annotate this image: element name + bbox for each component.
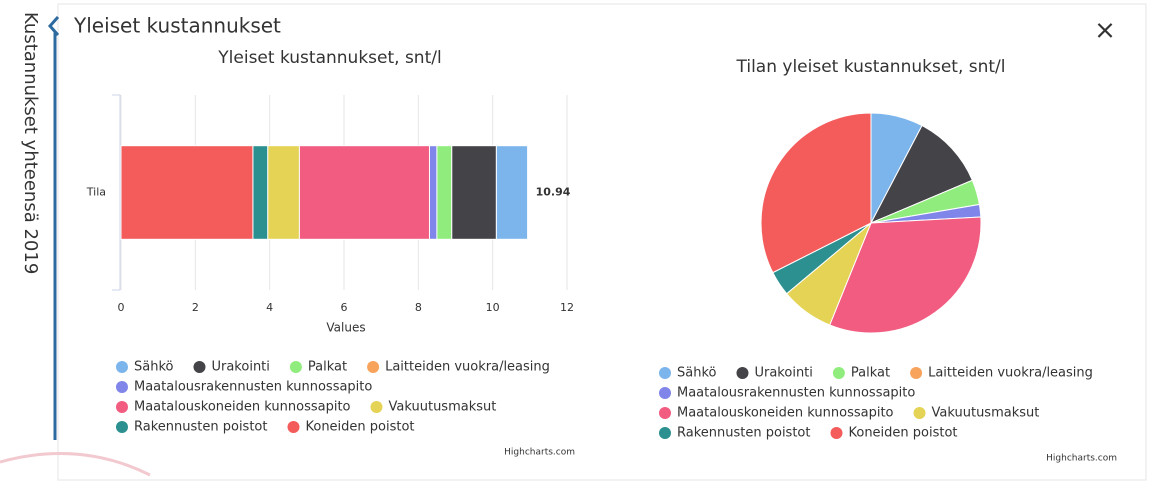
legend-symbol <box>116 361 128 373</box>
header-title: Yleiset kustannukset <box>73 14 281 38</box>
legend-symbol <box>913 407 926 419</box>
y-tick-label: Tila <box>86 186 106 199</box>
bar-segment <box>267 145 300 240</box>
legend-symbol <box>370 401 383 413</box>
x-tick-label: 12 <box>560 301 574 314</box>
legend-item[interactable]: Maatalousrakennusten kunnossapito <box>134 380 372 395</box>
category-axis <box>112 94 121 291</box>
legend-item[interactable]: Palkat <box>308 360 347 375</box>
collapse-icon[interactable] <box>47 16 60 36</box>
legend-item[interactable]: Rakennusten poistot <box>134 420 267 435</box>
close-button[interactable]: × <box>1094 16 1116 46</box>
x-tick-label: 4 <box>266 301 273 314</box>
bar-segment <box>495 145 529 240</box>
legend-symbol <box>287 421 300 433</box>
credit: Highcharts.com <box>1046 454 1117 464</box>
legend-item[interactable]: Vakuutusmaksut <box>389 400 497 415</box>
legend-symbol <box>910 367 923 379</box>
legend-symbol <box>367 361 380 373</box>
legend-symbol <box>830 427 843 439</box>
legend-item[interactable]: Koneiden poistot <box>848 426 957 441</box>
legend-item[interactable]: Sähkö <box>134 360 174 375</box>
legend-symbol <box>736 367 749 379</box>
bar-segment <box>451 145 497 240</box>
legend-symbol <box>289 361 302 373</box>
legend-symbol <box>193 361 206 373</box>
axis-label: Values <box>326 321 365 335</box>
legend-item[interactable]: Vakuutusmaksut <box>932 406 1040 421</box>
x-tick-label: 0 <box>118 301 125 314</box>
pie-slice <box>760 112 872 274</box>
sidebar-label[interactable]: Kustannukset yhteensä 2019 <box>20 12 41 274</box>
legend-symbol <box>659 387 671 399</box>
chart-title: Yleiset kustannukset, snt/l <box>217 48 441 68</box>
pie-slice <box>869 124 974 225</box>
legend-symbol <box>659 407 671 419</box>
legend-symbol <box>659 427 671 439</box>
pie-slice <box>829 216 982 334</box>
credit: Highcharts.com <box>504 448 575 458</box>
legend-item[interactable]: Palkat <box>851 366 890 381</box>
legend-item[interactable]: Sähkö <box>677 366 717 381</box>
legend-symbol <box>659 367 671 379</box>
legend-item[interactable]: Laitteiden vuokra/leasing <box>928 366 1093 381</box>
legend-symbol <box>832 367 845 379</box>
legend-item[interactable]: Urakointi <box>754 366 812 381</box>
legend-item[interactable]: Maatalouskoneiden kunnossapito <box>134 400 351 415</box>
chart-title: Tilan yleiset kustannukset, snt/l <box>736 57 1006 77</box>
bar-segment <box>252 145 269 240</box>
bar-segment <box>120 145 254 240</box>
x-tick-label: 6 <box>341 301 348 314</box>
total-label: 10.94 <box>536 186 571 199</box>
legend-symbol <box>116 381 128 393</box>
x-tick-label: 2 <box>192 301 199 314</box>
x-tick-label: 10 <box>486 301 500 314</box>
legend-item[interactable]: Maatalousrakennusten kunnossapito <box>677 386 915 401</box>
legend-item[interactable]: Laitteiden vuokra/leasing <box>385 360 550 375</box>
legend-symbol <box>116 421 128 433</box>
legend-item[interactable]: Urakointi <box>211 360 269 375</box>
legend-item[interactable]: Rakennusten poistot <box>677 426 810 441</box>
legend-item[interactable]: Maatalouskoneiden kunnossapito <box>677 406 894 421</box>
bar-segment <box>428 145 438 240</box>
bar-segment <box>436 145 453 240</box>
x-tick-label: 8 <box>415 301 422 314</box>
decoration <box>0 452 151 477</box>
legend-item[interactable]: Koneiden poistot <box>305 420 414 435</box>
bar-segment <box>298 145 430 240</box>
legend-symbol <box>116 401 128 413</box>
